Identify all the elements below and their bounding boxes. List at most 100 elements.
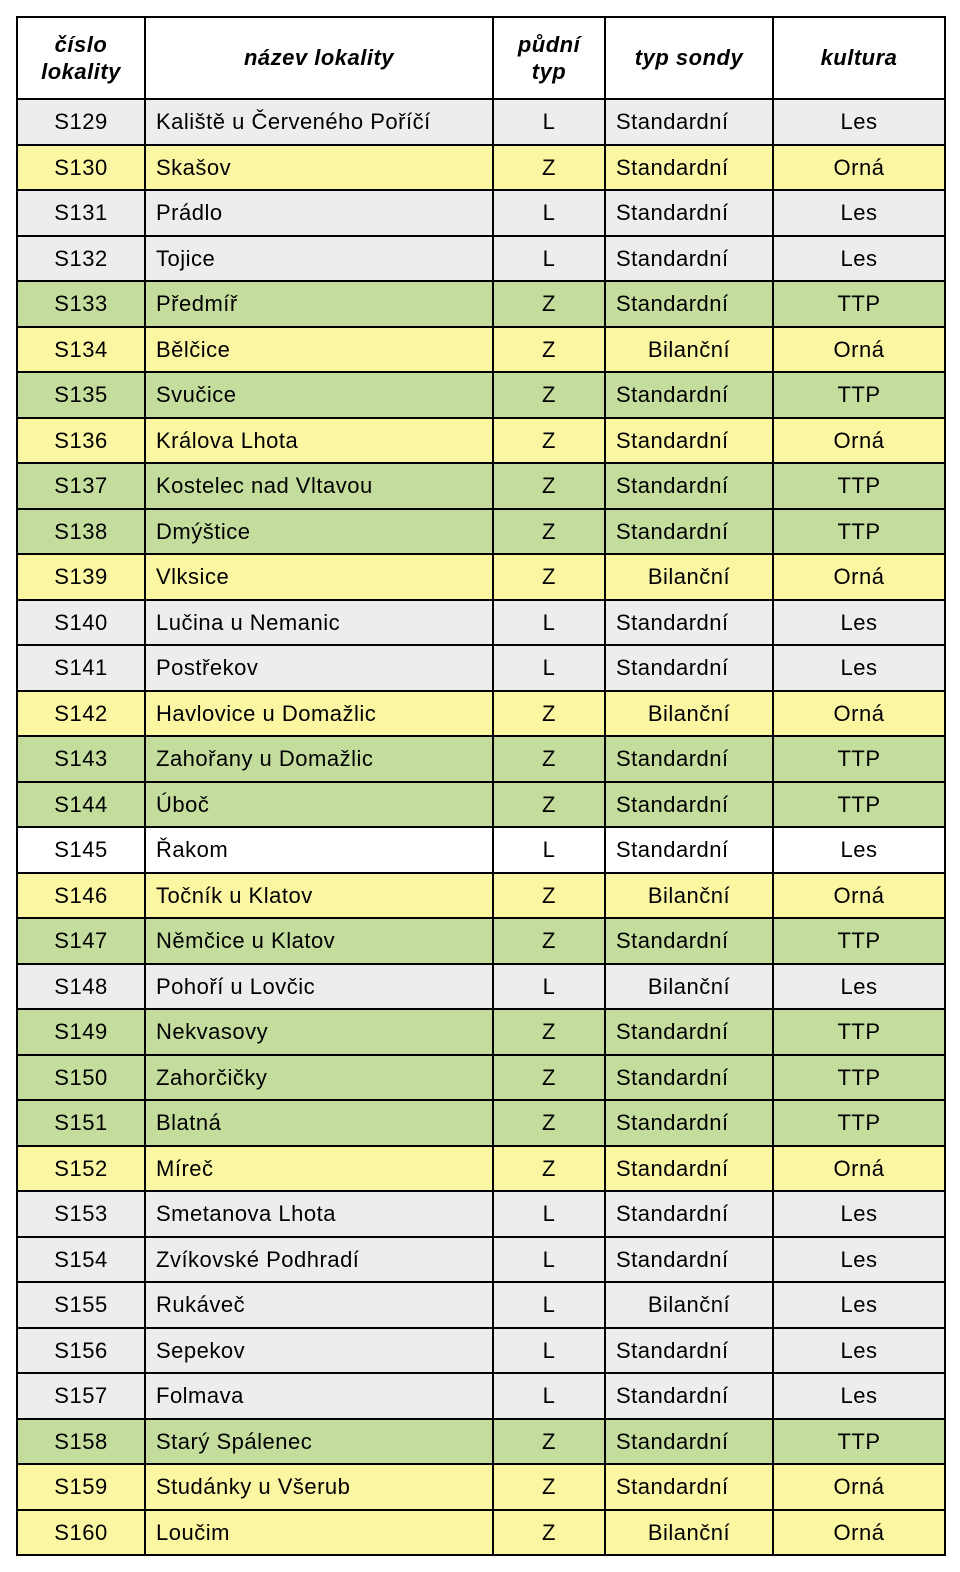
- cell-nazev: Postřekov: [145, 645, 493, 691]
- cell-cislo: S133: [17, 281, 145, 327]
- table-row: S134BělčiceZBilančníOrná: [17, 327, 945, 373]
- cell-sonda: Bilanční: [605, 327, 773, 373]
- cell-cislo: S159: [17, 1464, 145, 1510]
- cell-kultura: Les: [773, 1373, 945, 1419]
- cell-kultura: Orná: [773, 327, 945, 373]
- cell-nazev: Králova Lhota: [145, 418, 493, 464]
- cell-nazev: Folmava: [145, 1373, 493, 1419]
- cell-nazev: Havlovice u Domažlic: [145, 691, 493, 737]
- cell-pudni: L: [493, 236, 605, 282]
- cell-kultura: TTP: [773, 463, 945, 509]
- cell-pudni: L: [493, 827, 605, 873]
- cell-nazev: Loučim: [145, 1510, 493, 1556]
- cell-pudni: Z: [493, 463, 605, 509]
- col-header-kultura: kultura: [773, 17, 945, 99]
- cell-nazev: Zvíkovské Podhradí: [145, 1237, 493, 1283]
- table-row: S159Studánky u VšerubZStandardníOrná: [17, 1464, 945, 1510]
- cell-sonda: Bilanční: [605, 554, 773, 600]
- cell-kultura: TTP: [773, 1009, 945, 1055]
- cell-cislo: S141: [17, 645, 145, 691]
- cell-kultura: Les: [773, 1237, 945, 1283]
- cell-nazev: Pohoří u Lovčic: [145, 964, 493, 1010]
- cell-kultura: Orná: [773, 1510, 945, 1556]
- cell-nazev: Kostelec nad Vltavou: [145, 463, 493, 509]
- table-row: S144ÚbočZStandardníTTP: [17, 782, 945, 828]
- cell-sonda: Standardní: [605, 1009, 773, 1055]
- cell-pudni: Z: [493, 873, 605, 919]
- cell-nazev: Sepekov: [145, 1328, 493, 1374]
- cell-pudni: Z: [493, 145, 605, 191]
- table-row: S146Točník u KlatovZBilančníOrná: [17, 873, 945, 919]
- cell-sonda: Standardní: [605, 418, 773, 464]
- cell-nazev: Bělčice: [145, 327, 493, 373]
- cell-nazev: Vlksice: [145, 554, 493, 600]
- cell-pudni: Z: [493, 1009, 605, 1055]
- table-row: S157FolmavaLStandardníLes: [17, 1373, 945, 1419]
- cell-cislo: S131: [17, 190, 145, 236]
- table-body: S129Kaliště u Červeného PoříčíLStandardn…: [17, 99, 945, 1555]
- cell-kultura: TTP: [773, 736, 945, 782]
- cell-pudni: Z: [493, 1146, 605, 1192]
- cell-cislo: S150: [17, 1055, 145, 1101]
- cell-cislo: S130: [17, 145, 145, 191]
- cell-sonda: Standardní: [605, 1373, 773, 1419]
- cell-kultura: Orná: [773, 145, 945, 191]
- cell-pudni: L: [493, 1237, 605, 1283]
- cell-kultura: Orná: [773, 873, 945, 919]
- cell-nazev: Němčice u Klatov: [145, 918, 493, 964]
- table-row: S152MírečZStandardníOrná: [17, 1146, 945, 1192]
- cell-pudni: Z: [493, 554, 605, 600]
- cell-nazev: Starý Spálenec: [145, 1419, 493, 1465]
- cell-sonda: Standardní: [605, 782, 773, 828]
- cell-nazev: Smetanova Lhota: [145, 1191, 493, 1237]
- cell-nazev: Točník u Klatov: [145, 873, 493, 919]
- cell-kultura: Les: [773, 645, 945, 691]
- cell-pudni: Z: [493, 418, 605, 464]
- cell-nazev: Skašov: [145, 145, 493, 191]
- cell-sonda: Standardní: [605, 236, 773, 282]
- cell-pudni: L: [493, 1282, 605, 1328]
- cell-kultura: Orná: [773, 554, 945, 600]
- table-row: S156SepekovLStandardníLes: [17, 1328, 945, 1374]
- cell-kultura: TTP: [773, 1100, 945, 1146]
- table-row: S141PostřekovLStandardníLes: [17, 645, 945, 691]
- cell-cislo: S132: [17, 236, 145, 282]
- cell-sonda: Standardní: [605, 1146, 773, 1192]
- cell-nazev: Řakom: [145, 827, 493, 873]
- cell-kultura: Les: [773, 1282, 945, 1328]
- table-row: S149NekvasovyZStandardníTTP: [17, 1009, 945, 1055]
- col-header-sonda: typ sondy: [605, 17, 773, 99]
- cell-cislo: S156: [17, 1328, 145, 1374]
- cell-nazev: Rukáveč: [145, 1282, 493, 1328]
- cell-pudni: L: [493, 645, 605, 691]
- table-row: S132TojiceLStandardníLes: [17, 236, 945, 282]
- cell-pudni: L: [493, 1373, 605, 1419]
- table-row: S136Králova LhotaZStandardníOrná: [17, 418, 945, 464]
- cell-kultura: Orná: [773, 418, 945, 464]
- cell-sonda: Standardní: [605, 372, 773, 418]
- cell-sonda: Standardní: [605, 99, 773, 145]
- cell-cislo: S155: [17, 1282, 145, 1328]
- cell-pudni: Z: [493, 372, 605, 418]
- cell-sonda: Bilanční: [605, 691, 773, 737]
- cell-sonda: Standardní: [605, 281, 773, 327]
- cell-cislo: S140: [17, 600, 145, 646]
- cell-kultura: TTP: [773, 918, 945, 964]
- table-row: S131PrádloLStandardníLes: [17, 190, 945, 236]
- table-row: S133PředmířZStandardníTTP: [17, 281, 945, 327]
- cell-cislo: S135: [17, 372, 145, 418]
- cell-pudni: Z: [493, 1510, 605, 1556]
- cell-nazev: Zahorčičky: [145, 1055, 493, 1101]
- cell-nazev: Úboč: [145, 782, 493, 828]
- cell-kultura: TTP: [773, 1419, 945, 1465]
- cell-nazev: Kaliště u Červeného Poříčí: [145, 99, 493, 145]
- cell-kultura: TTP: [773, 509, 945, 555]
- cell-cislo: S145: [17, 827, 145, 873]
- cell-sonda: Standardní: [605, 1237, 773, 1283]
- cell-cislo: S160: [17, 1510, 145, 1556]
- cell-pudni: Z: [493, 1055, 605, 1101]
- cell-kultura: Orná: [773, 1146, 945, 1192]
- table-row: S154Zvíkovské PodhradíLStandardníLes: [17, 1237, 945, 1283]
- table-row: S142Havlovice u DomažlicZBilančníOrná: [17, 691, 945, 737]
- cell-nazev: Nekvasovy: [145, 1009, 493, 1055]
